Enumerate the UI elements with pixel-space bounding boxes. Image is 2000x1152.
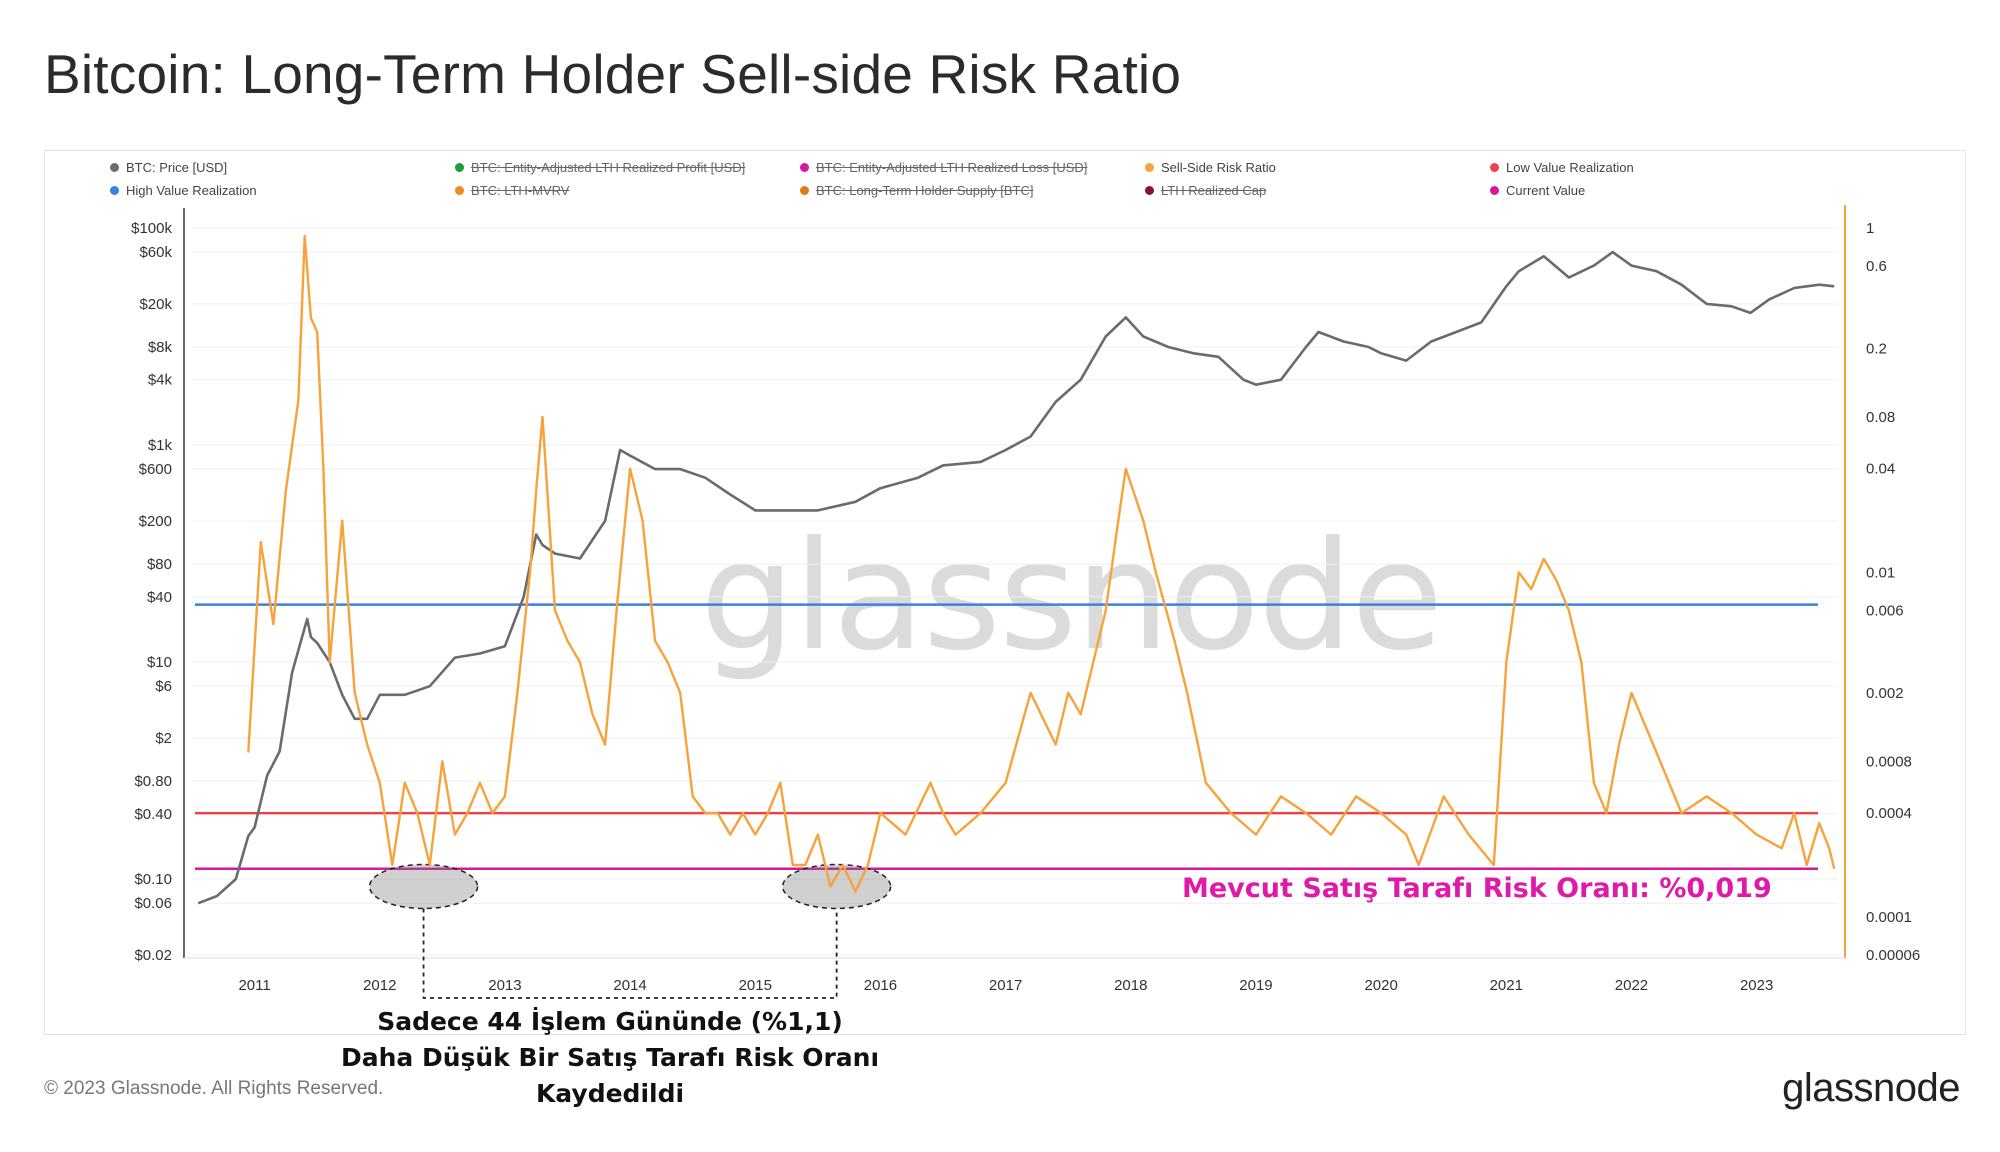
legend-item[interactable]: BTC: Entity-Adjusted LTH Realized Profit… [455, 160, 745, 175]
left-tick-label: $6 [155, 678, 172, 695]
legend-item[interactable]: Sell-Side Risk Ratio [1145, 160, 1276, 175]
left-tick-label: $60k [139, 244, 172, 261]
left-tick-label: $2 [155, 730, 172, 747]
legend-item[interactable]: Current Value [1490, 183, 1585, 198]
right-tick-label: 0.0001 [1866, 909, 1912, 926]
note-line-2: Daha Düşük Bir Satış Tarafı Risk Oranı K… [340, 1043, 880, 1108]
x-tick-label: 2014 [613, 977, 646, 994]
legend-label: High Value Realization [126, 183, 257, 198]
left-tick-label: $0.80 [134, 773, 172, 790]
legend-swatch [800, 163, 809, 172]
left-tick-label: $4k [148, 372, 173, 389]
left-tick-label: $20k [139, 296, 172, 313]
legend-item[interactable]: LTH Realized Cap [1145, 183, 1266, 198]
brand-logo: glassnode [1782, 1066, 1960, 1110]
legend-label: Low Value Realization [1506, 160, 1634, 175]
series-line [197, 250, 1835, 905]
left-tick-label: $0.40 [134, 806, 172, 823]
right-tick-label: 0.01 [1866, 564, 1895, 581]
copyright-footer: © 2023 Glassnode. All Rights Reserved. [44, 1078, 384, 1099]
legend-swatch [455, 186, 464, 195]
right-tick-label: 0.0008 [1866, 753, 1912, 770]
x-tick-label: 2023 [1740, 977, 1773, 994]
left-tick-label: $1k [148, 437, 173, 454]
legend-item[interactable]: BTC: Entity-Adjusted LTH Realized Loss [… [800, 160, 1087, 175]
current-value-annotation: Mevcut Satış Tarafı Risk Oranı: %0,019 [1182, 873, 1772, 904]
legend-item[interactable]: BTC: LTH-MVRV [455, 183, 569, 198]
series-line [247, 234, 1836, 893]
highlight-ellipse [368, 863, 479, 910]
left-tick-label: $0.06 [134, 895, 172, 912]
highlight-ellipse [781, 863, 892, 910]
right-tick-label: 0.002 [1866, 685, 1904, 702]
legend-label: BTC: LTH-MVRV [471, 183, 570, 198]
left-tick-label: $200 [139, 513, 172, 530]
left-tick-label: $0.10 [134, 871, 172, 888]
legend-label: BTC: Entity-Adjusted LTH Realized Profit… [471, 160, 746, 175]
x-tick-label: 2021 [1490, 977, 1523, 994]
legend-swatch [800, 186, 809, 195]
x-tick-label: 2011 [238, 977, 270, 994]
x-tick-label: 2015 [739, 977, 772, 994]
legend-item[interactable]: BTC: Price [USD] [110, 160, 227, 175]
x-tick-label: 2012 [363, 977, 396, 994]
legend-swatch [1145, 186, 1154, 195]
legend-label: Current Value [1506, 183, 1586, 198]
legend-label: Sell-Side Risk Ratio [1161, 160, 1276, 175]
legend-item[interactable]: High Value Realization [110, 183, 257, 198]
x-tick-label: 2019 [1239, 977, 1272, 994]
left-tick-label: $600 [139, 461, 172, 478]
x-tick-label: 2018 [1114, 977, 1147, 994]
legend-label: BTC: Price [USD] [126, 160, 228, 175]
right-tick-label: 0.08 [1866, 409, 1895, 426]
x-tick-label: 2013 [488, 977, 521, 994]
right-tick-label: 0.006 [1866, 603, 1904, 620]
left-tick-label: $100k [131, 220, 172, 237]
legend-item[interactable]: Low Value Realization [1490, 160, 1634, 175]
x-tick-label: 2017 [989, 977, 1022, 994]
left-tick-label: $80 [147, 556, 172, 573]
x-tick-label: 2020 [1364, 977, 1397, 994]
right-tick-label: 0.2 [1866, 340, 1887, 357]
legend-swatch [1490, 186, 1499, 195]
chart-title: Bitcoin: Long-Term Holder Sell-side Risk… [44, 43, 1182, 105]
x-tick-label: 2022 [1615, 977, 1648, 994]
left-tick-label: $40 [147, 589, 172, 606]
legend-swatch [1490, 163, 1499, 172]
x-tick-label: 2016 [864, 977, 897, 994]
legend-label: LTH Realized Cap [1161, 183, 1267, 198]
note-line-1: Sadece 44 İşlem Gününde (%1,1) [377, 1007, 843, 1036]
right-tick-label: 0.6 [1866, 258, 1887, 275]
left-tick-label: $8k [148, 339, 173, 356]
legend: BTC: Price [USD] BTC: Entity-Adjusted LTH… [110, 160, 1670, 206]
left-tick-label: $10 [147, 654, 172, 671]
legend-swatch [455, 163, 464, 172]
legend-label: BTC: Long-Term Holder Supply [BTC] [816, 183, 1034, 198]
legend-item[interactable]: BTC: Long-Term Holder Supply [BTC] [800, 183, 1033, 198]
right-tick-label: 0.00006 [1866, 947, 1920, 964]
note-annotation: Sadece 44 İşlem Gününde (%1,1) Daha Düşü… [290, 1004, 930, 1112]
legend-label: BTC: Entity-Adjusted LTH Realized Loss [… [816, 160, 1088, 175]
right-tick-label: 1 [1866, 220, 1874, 237]
legend-swatch [110, 186, 119, 195]
highlight-connector [422, 908, 838, 999]
left-tick-label: $0.02 [134, 947, 172, 964]
legend-swatch [1145, 163, 1154, 172]
legend-swatch [110, 163, 119, 172]
right-tick-label: 0.04 [1866, 461, 1895, 478]
chart-frame [44, 150, 1966, 1035]
right-tick-label: 0.0004 [1866, 805, 1912, 822]
